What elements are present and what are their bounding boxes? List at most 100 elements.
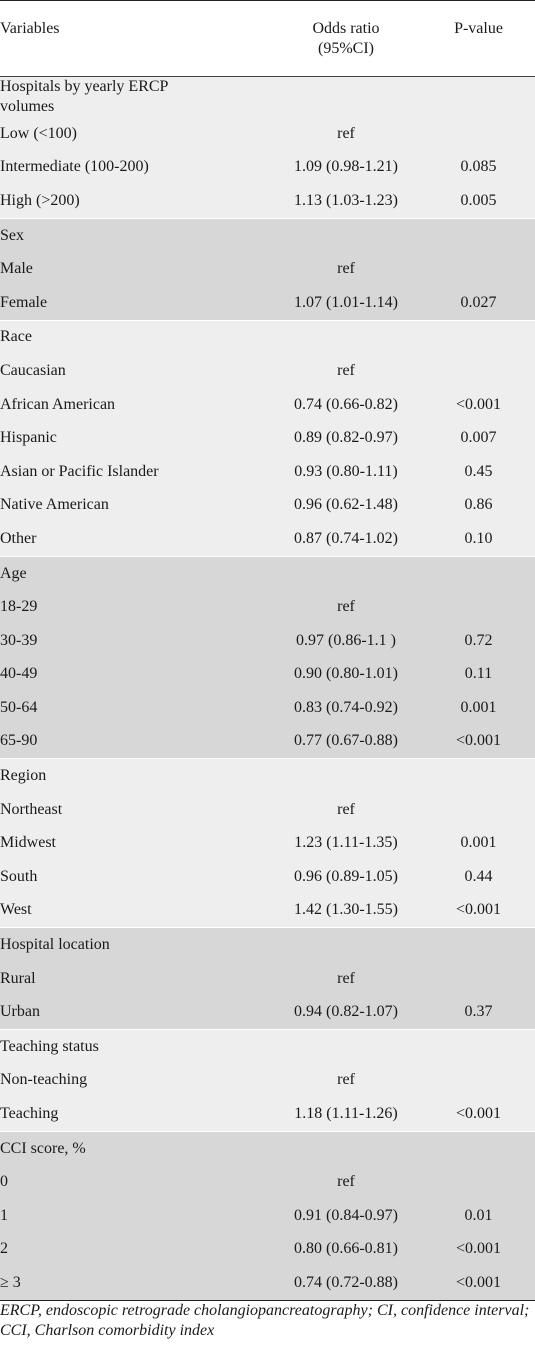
- variable-group: Race Caucasian ref African American 0.74 (0.…: [0, 319, 535, 557]
- group-title: Teaching status: [0, 1029, 535, 1064]
- p-value-cell: <0.001: [455, 1240, 502, 1258]
- table-row: 50-64 0.83 (0.74-0.92) 0.001: [0, 691, 535, 725]
- p-value-cell: 0.027: [460, 293, 497, 311]
- header-odds-ratio: Odds ratio (95%CI): [270, 0, 422, 77]
- p-value-cell: [422, 962, 535, 996]
- footnote: ERCP, endoscopic retrograde cholangiopan…: [0, 1299, 535, 1341]
- group-title-row: Age: [0, 555, 535, 591]
- table-row: High (>200) 1.13 (1.03-1.23) 0.005: [0, 184, 535, 219]
- row-label: South: [0, 867, 38, 885]
- odds-ratio-cell: ref: [337, 124, 355, 142]
- group-title: Race: [0, 319, 535, 355]
- group-title-row: Hospitals by yearly ERCP volumes: [0, 76, 535, 117]
- table-row: Low (<100) ref: [0, 117, 535, 151]
- group-title-row: Hospital location: [0, 927, 535, 962]
- table-row: ≥ 3 0.74 (0.72-0.88) <0.001: [0, 1266, 535, 1301]
- p-value-cell: [422, 354, 535, 388]
- table-row: 30-39 0.97 (0.86-1.1 ) 0.72: [0, 623, 535, 658]
- variable-group: Region Northeast ref Midwest 1.23 (1.11-1.35…: [0, 758, 535, 928]
- table-row: South 0.96 (0.89-1.05) 0.44: [0, 860, 535, 894]
- variable-group: Teaching status Non-teaching ref Teaching 1.…: [0, 1029, 535, 1132]
- p-value-cell: 0.72: [464, 631, 493, 649]
- table-row: Midwest 1.23 (1.11-1.35) 0.001: [0, 826, 535, 861]
- p-value-cell: <0.001: [455, 732, 502, 750]
- row-label: 1: [0, 1206, 8, 1224]
- table-row: Non-teaching ref: [0, 1063, 535, 1098]
- odds-ratio-cell: 1.13 (1.03-1.23): [294, 191, 398, 209]
- row-label: Intermediate (100-200): [0, 158, 149, 176]
- table-header: Variables Odds ratio (95%CI) P-value: [0, 0, 535, 77]
- p-value-cell: <0.001: [455, 901, 502, 919]
- odds-ratio-cell: 1.07 (1.01-1.14): [294, 293, 398, 311]
- table-footer: ERCP, endoscopic retrograde cholangiopan…: [0, 1299, 535, 1341]
- row-label: ≥ 3: [0, 1273, 21, 1291]
- row-label: Midwest: [0, 834, 56, 852]
- group-title: CCI score, %: [0, 1130, 535, 1166]
- p-value-cell: 0.001: [460, 834, 497, 852]
- table-row: Intermediate (100-200) 1.09 (0.98-1.21) 0.…: [0, 150, 535, 185]
- row-label: 18-29: [0, 598, 38, 616]
- row-label: 65-90: [0, 732, 38, 750]
- table-row: 40-49 0.90 (0.80-1.01) 0.11: [0, 657, 535, 692]
- row-label: Northeast: [0, 800, 63, 818]
- row-label: West: [0, 901, 32, 919]
- group-title-row: Race: [0, 319, 535, 355]
- p-value-cell: 0.01: [464, 1206, 493, 1224]
- p-value-cell: [422, 117, 535, 151]
- variable-group: Hospital location Rural ref Urban 0.94 (0.82…: [0, 927, 535, 1030]
- footnote-row: ERCP, endoscopic retrograde cholangiopan…: [0, 1299, 535, 1341]
- p-value-cell: 0.44: [464, 867, 493, 885]
- row-label: Hispanic: [0, 429, 57, 447]
- table-row: 65-90 0.77 (0.67-0.88) <0.001: [0, 724, 535, 759]
- p-value-cell: [422, 1064, 535, 1098]
- p-value-cell: [422, 590, 535, 624]
- p-value-cell: 0.001: [460, 698, 497, 716]
- header-variables: Variables: [0, 0, 270, 77]
- p-value-cell: 0.005: [460, 191, 497, 209]
- row-label: Asian or Pacific Islander: [0, 462, 159, 480]
- odds-ratio-cell: 0.77 (0.67-0.88): [294, 732, 398, 750]
- p-value-cell: 0.007: [460, 429, 497, 447]
- table-row: African American 0.74 (0.66-0.82) <0.001: [0, 387, 535, 422]
- odds-ratio-cell: 0.94 (0.82-1.07): [294, 1003, 398, 1021]
- odds-ratio-cell: 0.83 (0.74-0.92): [294, 698, 398, 716]
- variable-group: Age 18-29 ref 30-39 0.97 (0.86-1.1 ) 0.72 40-4…: [0, 555, 535, 759]
- odds-ratio-cell: 0.90 (0.80-1.01): [294, 665, 398, 683]
- p-value-cell: 0.085: [460, 158, 497, 176]
- p-value-cell: 0.37: [464, 1003, 493, 1021]
- p-value-cell: [422, 252, 535, 286]
- odds-ratio-cell: 0.96 (0.62-1.48): [294, 496, 398, 514]
- table-row: Native American 0.96 (0.62-1.48) 0.86: [0, 488, 535, 523]
- p-value-cell: [422, 1165, 535, 1199]
- odds-ratio-cell: 0.97 (0.86-1.1 ): [296, 631, 396, 649]
- variable-group: Hospitals by yearly ERCP volumes Low (<10…: [0, 76, 535, 219]
- table-row: 1 0.91 (0.84-0.97) 0.01: [0, 1199, 535, 1233]
- odds-ratio-cell: 0.80 (0.66-0.81): [294, 1240, 398, 1258]
- header-odds-ratio-line2: (95%CI): [318, 40, 374, 57]
- variable-group: Sex Male ref Female 1.07 (1.01-1.14) 0.027: [0, 217, 535, 321]
- group-title: Age: [0, 555, 535, 591]
- table-row: Teaching 1.18 (1.11-1.26) <0.001: [0, 1097, 535, 1132]
- row-label: 0: [0, 1173, 8, 1191]
- p-value-cell: 0.10: [464, 529, 493, 547]
- p-value-cell: <0.001: [455, 1105, 502, 1123]
- odds-ratio-cell: ref: [337, 1071, 355, 1089]
- p-value-cell: <0.001: [455, 1273, 502, 1291]
- group-title: Region: [0, 758, 535, 793]
- table-row: Asian or Pacific Islander 0.93 (0.80-1.11…: [0, 454, 535, 489]
- p-value-cell: 0.86: [464, 496, 493, 514]
- p-value-cell: [422, 793, 535, 827]
- row-label: 30-39: [0, 631, 38, 649]
- row-label: Urban: [0, 1003, 40, 1021]
- header-row: Variables Odds ratio (95%CI) P-value: [0, 0, 535, 77]
- group-title-row: Region: [0, 758, 535, 793]
- group-title: Hospital location: [0, 927, 535, 962]
- row-label: Caucasian: [0, 361, 66, 379]
- row-label: African American: [0, 395, 116, 413]
- table-row: Hispanic 0.89 (0.82-0.97) 0.007: [0, 421, 535, 455]
- table-row: 18-29 ref: [0, 590, 535, 624]
- row-label: High (>200): [0, 191, 80, 209]
- row-label: Other: [0, 529, 37, 547]
- odds-ratio-cell: 1.18 (1.11-1.26): [294, 1105, 398, 1123]
